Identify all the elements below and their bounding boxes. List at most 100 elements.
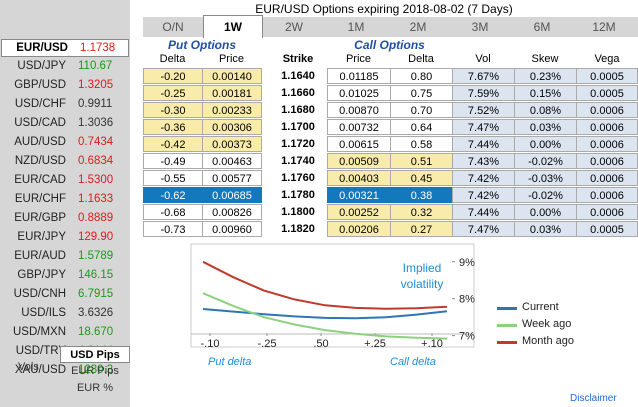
pair-item[interactable]: USD/JPY 110.67	[0, 57, 130, 76]
pair-price: 6.7915	[78, 288, 114, 300]
pair-name: USD/MXN	[12, 326, 66, 338]
x-tick-label: -.10	[201, 338, 220, 350]
cell-skew: 0.00%	[514, 204, 577, 220]
header-call-price: Price	[345, 53, 372, 65]
unit-option[interactable]: USD Pips	[60, 346, 130, 363]
cell-vega: 0.0006	[576, 136, 638, 152]
pair-item[interactable]: USD/CNH 6.7915	[0, 285, 130, 304]
table-row[interactable]: -0.73 0.00960 0.00206 0.27 7.47% 0.03% 0.0005 1…	[0, 221, 638, 238]
expiry-tabs: O/N 1W 2W 1M 2M 3M 6M 12M	[143, 15, 638, 38]
cell-put-delta: -0.68	[143, 204, 203, 220]
cell-put-price: 0.00233	[202, 102, 262, 118]
pair-item[interactable]: EUR/USD 1.1738	[1, 39, 129, 57]
pair-name: EUR/USD	[16, 42, 68, 54]
cell-strike: 1.1660	[281, 87, 315, 99]
tab-expiry[interactable]: 6M	[533, 20, 551, 34]
cell-put-price: 0.00306	[202, 119, 262, 135]
pair-price: 0.8889	[78, 212, 114, 224]
table-row[interactable]: -0.25 0.00181 0.01025 0.75 7.59% 0.15% 0.0005 1…	[0, 85, 638, 102]
pair-item[interactable]: EUR/AUD 1.5789	[0, 247, 130, 266]
pair-item[interactable]: EUR/CAD 1.5300	[0, 171, 130, 190]
pair-item[interactable]: EUR/JPY 129.90	[0, 228, 130, 247]
tab-expiry[interactable]: 2W	[285, 20, 303, 34]
pair-price: 0.6834	[78, 155, 114, 167]
cell-call-price: 0.01185	[327, 68, 391, 84]
cell-vega: 0.0006	[576, 170, 638, 186]
pair-price: 129.90	[78, 231, 114, 243]
pair-name: NZD/USD	[14, 155, 66, 167]
cell-call-delta: 0.27	[390, 221, 453, 237]
table-row[interactable]: -0.20 0.00140 0.01185 0.80 7.67% 0.23% 0.0005 1…	[0, 68, 638, 85]
series-line-week-ago	[202, 292, 448, 340]
table-row[interactable]: -0.68 0.00826 0.00252 0.32 7.44% 0.00% 0.0006 1…	[0, 204, 638, 221]
unit-option[interactable]: EUR Pips	[71, 365, 119, 377]
cell-call-price: 0.00403	[327, 170, 391, 186]
pair-item[interactable]: USD/ILS 3.6326	[0, 304, 130, 323]
cell-put-price: 0.00373	[202, 136, 262, 152]
pair-item[interactable]: USD/MXN 18.670	[0, 323, 130, 342]
cell-call-price: 0.00252	[327, 204, 391, 220]
cell-call-price: 0.00615	[327, 136, 391, 152]
tab-expiry[interactable]: 1M	[347, 20, 365, 34]
pair-item[interactable]: USD/CAD 1.3036	[0, 114, 130, 133]
cell-vol: 7.59%	[452, 85, 515, 101]
header-put-price: Price	[218, 53, 245, 65]
pair-item[interactable]: USD/CHF 0.9911	[0, 95, 130, 114]
pair-item[interactable]: NZD/USD 0.6834	[0, 152, 130, 171]
cell-put-delta: -0.30	[143, 102, 203, 118]
cell-vega: 0.0006	[576, 102, 638, 118]
currency-pair-sidebar: EUR/USD 1.1738 USD/JPY 110.67 GBP/USD 1.3205 U…	[0, 0, 130, 407]
pair-price: 1.5300	[78, 174, 114, 186]
pair-item[interactable]: XAU/USD 1230.3	[0, 361, 130, 380]
pair-price: 110.67	[78, 60, 113, 72]
pair-item[interactable]: EUR/CHF 1.1633	[0, 190, 130, 209]
cell-vol: 7.52%	[452, 102, 515, 118]
tab-expiry[interactable]: 2M	[409, 20, 427, 34]
cell-skew: 0.03%	[514, 119, 577, 135]
legend-swatch	[497, 341, 517, 344]
table-row[interactable]: -0.36 0.00306 0.00732 0.64 7.47% 0.03% 0.0006 1…	[0, 119, 638, 136]
pair-item[interactable]: EUR/GBP 0.8889	[0, 209, 130, 228]
cell-call-price: 0.01025	[327, 85, 391, 101]
pair-price: 1.1633	[78, 193, 114, 205]
pair-name: EUR/CHF	[14, 193, 66, 205]
table-row[interactable]: -0.49 0.00463 0.00509 0.51 7.43% -0.02% 0.0006…	[0, 153, 638, 170]
cell-strike: 1.1820	[281, 223, 315, 235]
table-row[interactable]: -0.30 0.00233 0.00870 0.70 7.52% 0.08% 0.0006 1…	[0, 102, 638, 119]
tab-expiry[interactable]: 1W	[203, 15, 263, 38]
cell-put-delta: -0.20	[143, 68, 203, 84]
tab-expiry[interactable]: 12M	[592, 20, 616, 34]
pair-item[interactable]: GBP/USD 1.3205	[0, 76, 130, 95]
cell-strike: 1.1760	[281, 172, 315, 184]
cell-put-price: 0.00826	[202, 204, 262, 220]
cell-vol: 7.42%	[452, 170, 515, 186]
cell-put-price: 0.00181	[202, 85, 262, 101]
cell-vol: 7.42%	[452, 187, 515, 203]
cell-strike: 1.1700	[281, 121, 315, 133]
cell-vol: 7.44%	[452, 136, 515, 152]
cell-call-delta: 0.58	[390, 136, 453, 152]
disclaimer-link[interactable]: Disclaimer	[570, 393, 617, 404]
cell-put-delta: -0.42	[143, 136, 203, 152]
table-row[interactable]: -0.55 0.00577 0.00403 0.45 7.42% -0.03% 0.0006…	[0, 170, 638, 187]
pair-name: USD/TRY	[15, 345, 66, 357]
pair-item[interactable]: GBP/JPY 146.15	[0, 266, 130, 285]
tab-expiry[interactable]: O/N	[162, 20, 184, 34]
cell-call-delta: 0.51	[390, 153, 453, 169]
x-tick-label: +.10	[421, 338, 443, 350]
pair-price: 1.5789	[78, 250, 114, 262]
page-title: EUR/USD Options expiring 2018-08-02 (7 D…	[255, 2, 513, 16]
legend-swatch	[497, 324, 517, 327]
cell-put-delta: -0.36	[143, 119, 203, 135]
pair-price: 18.670	[78, 326, 114, 338]
pair-name: USD/JPY	[17, 60, 66, 72]
table-row[interactable]: -0.42 0.00373 0.00615 0.58 7.44% 0.00% 0.0006 1…	[0, 136, 638, 153]
unit-option[interactable]: EUR %	[76, 382, 114, 394]
cell-skew: 0.23%	[514, 68, 577, 84]
table-row[interactable]: -0.62 0.00685 0.00321 0.38 7.42% -0.02% 0.0006…	[0, 187, 638, 204]
pair-item[interactable]: AUD/USD 0.7434	[0, 133, 130, 152]
cell-put-price: 0.00685	[202, 187, 262, 203]
vols-label: Vols	[18, 361, 39, 373]
tab-expiry[interactable]: 3M	[471, 20, 489, 34]
plot-area	[190, 243, 475, 348]
